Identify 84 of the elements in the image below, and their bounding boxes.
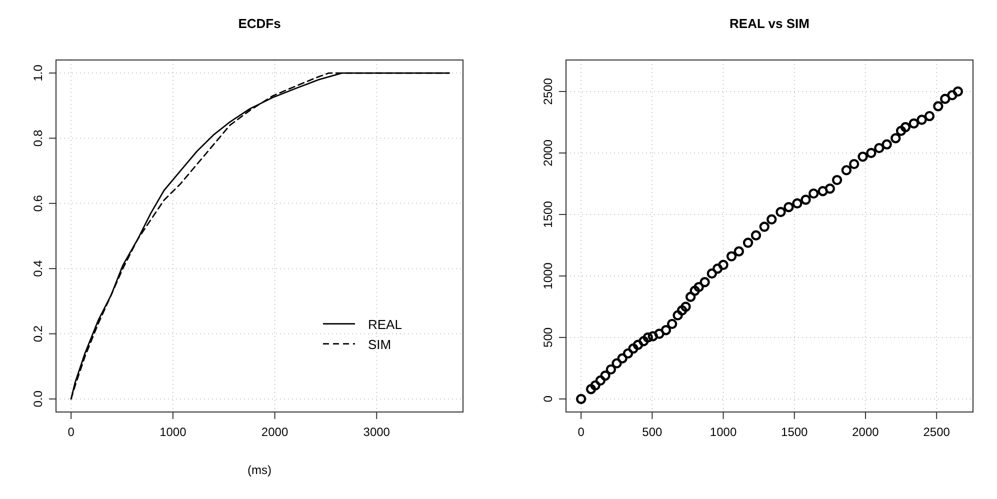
point: [818, 186, 828, 196]
chart-title: REAL vs SIM: [730, 16, 810, 31]
point: [874, 142, 884, 154]
x-tick-label: 0: [578, 425, 585, 439]
point: [712, 263, 723, 274]
point: [890, 133, 901, 144]
point: [654, 328, 664, 339]
point: [648, 331, 658, 342]
point: [576, 394, 586, 404]
point: [726, 251, 737, 262]
legend-label: REAL: [368, 316, 402, 332]
point: [642, 332, 654, 343]
point: [776, 206, 786, 218]
x-tick-label: 1000: [160, 425, 187, 439]
point: [706, 268, 718, 279]
point: [933, 101, 944, 112]
point: [638, 336, 649, 346]
y-tick-label: 1500: [541, 200, 555, 228]
x-axis-title: (ms): [248, 463, 272, 477]
y-tick-label: 2000: [541, 139, 555, 166]
point: [750, 230, 762, 240]
x-tick-label: 500: [642, 425, 663, 439]
y-tick-label: 0.2: [31, 325, 45, 342]
point: [672, 310, 683, 320]
x-tick-label: 2500: [923, 425, 950, 439]
point: [622, 348, 634, 359]
point: [832, 174, 842, 186]
y-tick-label: 500: [541, 327, 555, 348]
point: [666, 318, 678, 330]
point: [660, 324, 672, 336]
x-tick-label: 1500: [781, 425, 808, 439]
point: [940, 94, 950, 104]
chart-title: ECDFs: [238, 16, 281, 31]
point: [896, 126, 906, 136]
point: [742, 238, 754, 248]
point: [824, 184, 836, 194]
point: [808, 188, 819, 199]
y-tick-label: 0.6: [31, 194, 45, 212]
x-tick-label: 3000: [363, 425, 390, 439]
y-tick-label: 1.0: [31, 64, 45, 82]
point: [632, 340, 644, 350]
point: [759, 222, 770, 232]
point: [612, 358, 622, 368]
point: [849, 158, 860, 170]
point: [590, 380, 600, 391]
x-tick-label: 1000: [710, 425, 737, 439]
point: [916, 114, 927, 125]
point: [952, 86, 964, 97]
point: [882, 139, 892, 150]
point: [628, 343, 638, 354]
y-tick-label: 0.0: [31, 390, 45, 408]
point: [595, 375, 606, 386]
point: [766, 214, 777, 224]
y-tick-label: 2500: [541, 78, 555, 105]
point: [800, 194, 811, 205]
point: [734, 246, 744, 256]
y-tick-label: 0.8: [31, 130, 45, 147]
y-tick-label: 0.4: [31, 260, 45, 277]
point: [586, 384, 596, 394]
y-tick-label: 0: [541, 395, 555, 402]
point: [718, 260, 728, 270]
x-tick-label: 2000: [261, 425, 288, 439]
x-tick-label: 0: [68, 425, 75, 439]
point: [866, 148, 876, 158]
point: [908, 118, 919, 129]
point: [784, 202, 794, 212]
point: [690, 286, 700, 296]
point: [700, 277, 710, 288]
y-tick-label: 1000: [541, 262, 555, 290]
point: [841, 165, 852, 176]
point: [924, 110, 935, 122]
legend-label: SIM: [368, 336, 392, 352]
point: [694, 282, 704, 292]
point: [685, 292, 696, 302]
point: [600, 370, 610, 381]
point: [792, 198, 802, 209]
point: [606, 364, 616, 375]
x-tick-label: 2000: [852, 425, 880, 439]
point: [858, 152, 868, 162]
point: [680, 302, 691, 312]
point: [676, 305, 688, 316]
point: [617, 353, 628, 364]
point: [947, 90, 958, 100]
point: [900, 122, 911, 132]
